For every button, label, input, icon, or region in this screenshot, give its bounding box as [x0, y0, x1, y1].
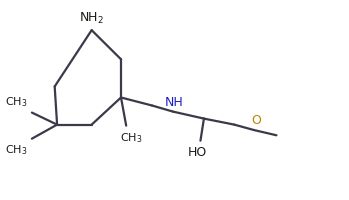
Text: CH$_3$: CH$_3$ — [5, 143, 28, 156]
Text: NH: NH — [165, 95, 184, 108]
Text: CH$_3$: CH$_3$ — [120, 130, 143, 144]
Text: CH$_3$: CH$_3$ — [5, 94, 28, 108]
Text: NH$_2$: NH$_2$ — [79, 11, 104, 26]
Text: HO: HO — [187, 145, 207, 158]
Text: O: O — [251, 113, 261, 126]
